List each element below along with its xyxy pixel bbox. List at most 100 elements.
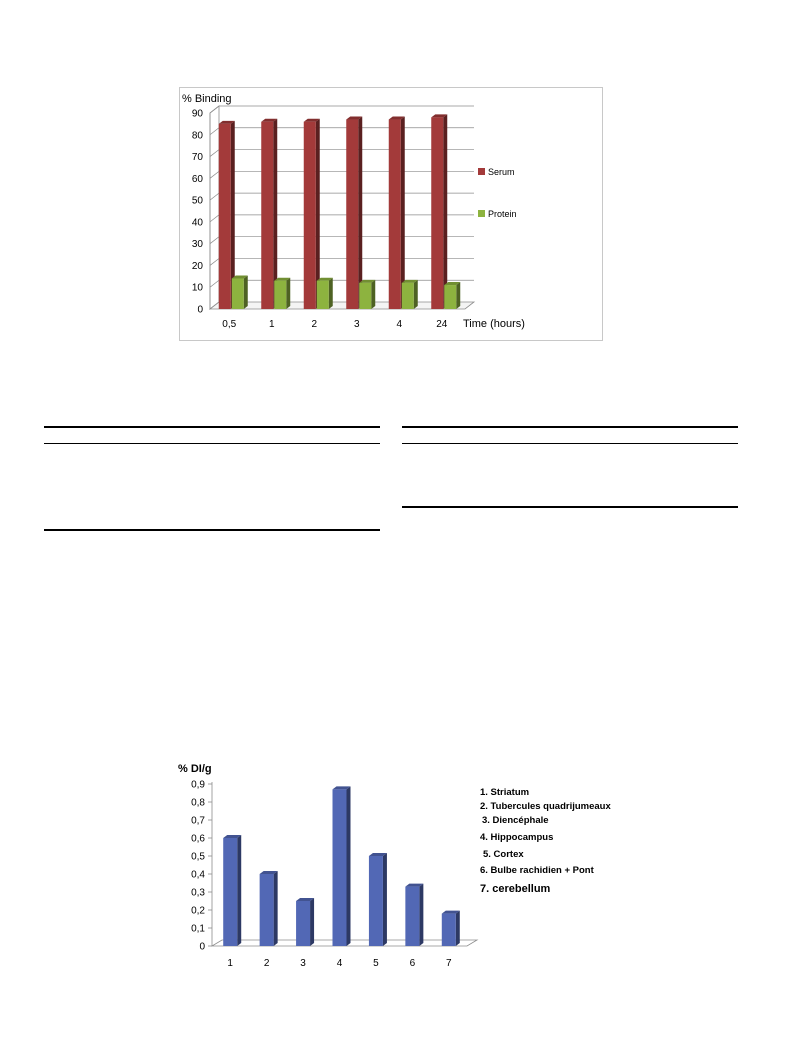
x-tick-label: 3 xyxy=(354,319,360,330)
bar-front xyxy=(332,789,347,946)
y-tick-label: 40 xyxy=(192,217,204,228)
bar-protein-top xyxy=(401,279,418,283)
y-tick-label: 0,5 xyxy=(191,852,205,863)
y-tick-label: 50 xyxy=(192,196,204,207)
legend-label: Serum xyxy=(488,167,515,177)
bar-serum xyxy=(218,120,235,309)
x-axis-title: Time (hours) xyxy=(463,318,525,330)
bar-top xyxy=(441,910,460,914)
table-rule xyxy=(402,426,738,428)
bar-side xyxy=(237,835,242,946)
bar-serum-top xyxy=(303,118,320,122)
y-axis-title: % Binding xyxy=(182,93,232,105)
bar-serum-front xyxy=(388,119,401,310)
bar-serum-front xyxy=(431,117,444,309)
y-tick-label: 0,2 xyxy=(191,906,205,917)
y-tick-label: 0,7 xyxy=(191,816,205,827)
x-tick-label: 7 xyxy=(446,958,452,969)
y-tick-label: 0 xyxy=(197,305,203,316)
y-tick-label: 10 xyxy=(192,283,204,294)
legend-item: 3. Diencéphale xyxy=(482,815,549,826)
bar-front xyxy=(368,856,383,946)
legend-item: 1. Striatum xyxy=(480,787,529,798)
bar-protein xyxy=(444,282,461,309)
x-tick-label: 1 xyxy=(269,319,275,330)
bar-front xyxy=(441,913,456,946)
x-tick-label: 4 xyxy=(337,958,343,969)
bar xyxy=(405,883,424,946)
bar-serum-side xyxy=(443,114,448,309)
bar-front xyxy=(223,838,238,946)
bar-side xyxy=(310,898,315,946)
bar-protein-top xyxy=(316,277,333,281)
legend-swatch xyxy=(478,168,485,175)
bar-front xyxy=(259,874,274,946)
x-tick-label: 4 xyxy=(396,319,402,330)
bar-serum xyxy=(431,114,448,309)
y-tick-label: 0,8 xyxy=(191,798,205,809)
bar-side xyxy=(382,853,387,946)
x-tick-label: 3 xyxy=(300,958,306,969)
table-rule xyxy=(44,443,380,444)
y-tick-label: 0,9 xyxy=(191,780,205,791)
bar-protein-top xyxy=(444,282,461,286)
bar xyxy=(259,871,278,946)
bar-serum-side xyxy=(358,116,363,310)
table-rule xyxy=(402,506,738,508)
bar xyxy=(441,910,460,946)
bar-serum xyxy=(388,116,405,310)
y-tick-label: 80 xyxy=(192,130,204,141)
bar xyxy=(368,853,387,946)
bar-serum-front xyxy=(303,121,316,309)
bar-protein-side xyxy=(456,282,461,309)
brain-distribution-chart: % DI/g 0 0,1 0,2 0,3 0,4 0,5 0,6 0,7 0,8 0,9 1 2 3 4 5 6… xyxy=(162,755,622,980)
bar-top xyxy=(368,853,387,856)
x-tick-label: 24 xyxy=(436,319,448,330)
y-tick-label: 60 xyxy=(192,174,204,185)
bar-serum-front xyxy=(218,123,231,309)
legend-item: 2. Tubercules quadrijumeaux xyxy=(480,801,611,812)
bar-serum-side xyxy=(273,118,278,309)
bar-protein-front xyxy=(274,280,287,309)
bar xyxy=(296,898,315,946)
bar-protein xyxy=(231,275,248,309)
legend-item: 4. Hippocampus xyxy=(480,832,553,843)
y-tick-label: 90 xyxy=(192,109,204,120)
bar-protein-top xyxy=(359,279,376,283)
bar-top xyxy=(405,883,424,887)
brain-distribution-chart-svg: % DI/g 0 0,1 0,2 0,3 0,4 0,5 0,6 0,7 0,8 0,9 1 2 3 4 5 6… xyxy=(178,763,611,969)
legend-item: 6. Bulbe rachidien + Pont xyxy=(480,865,595,876)
bar-side xyxy=(346,786,351,946)
x-tick-label: 2 xyxy=(264,958,270,969)
bar-protein-side xyxy=(328,277,333,309)
bar-protein xyxy=(401,279,418,309)
table-rule xyxy=(44,529,380,531)
legend-item: 5. Cortex xyxy=(483,849,524,860)
bar-serum-top xyxy=(431,114,448,118)
bar-serum-side xyxy=(315,118,320,309)
bar-serum-front xyxy=(261,121,274,309)
legend-label: Protein xyxy=(488,209,517,219)
y-tick-label: 30 xyxy=(192,239,204,250)
y-tick-label: 20 xyxy=(192,261,204,272)
bar-top xyxy=(296,898,315,901)
bar-top xyxy=(332,786,351,790)
bar-protein-side xyxy=(286,277,291,309)
x-tick-label: 2 xyxy=(311,319,317,330)
bar-protein-top xyxy=(231,275,248,279)
bar-serum-front xyxy=(346,119,359,310)
y-tick-label: 0,1 xyxy=(191,924,205,935)
bar-protein xyxy=(274,277,291,309)
bar xyxy=(223,835,242,946)
bar-serum xyxy=(261,118,278,309)
x-tick-label: 0,5 xyxy=(222,319,236,330)
bar-top xyxy=(223,835,242,838)
bar-serum-top xyxy=(261,118,278,122)
table-rule xyxy=(402,443,738,444)
bar-serum-top xyxy=(218,120,235,124)
bar-side xyxy=(273,871,278,946)
bar-front xyxy=(405,886,420,946)
table-rule xyxy=(44,426,380,428)
bar-protein-side xyxy=(243,275,248,309)
legend-swatch xyxy=(478,210,485,217)
